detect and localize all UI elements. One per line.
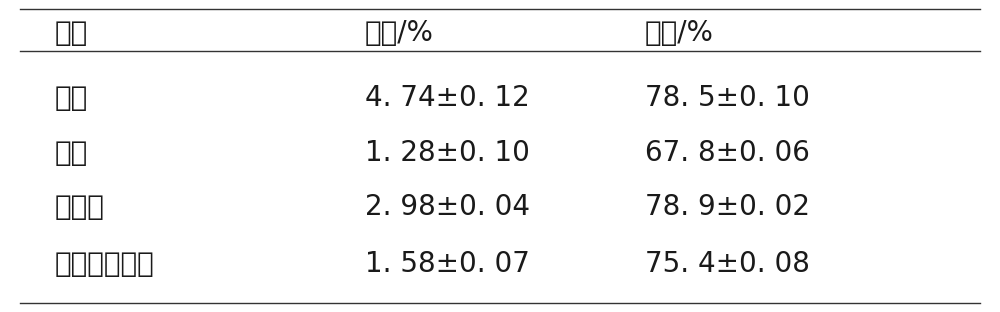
- Text: 78. 9±0. 02: 78. 9±0. 02: [645, 193, 810, 222]
- Text: 蛋白质: 蛋白质: [55, 193, 105, 222]
- Text: 1. 28±0. 10: 1. 28±0. 10: [365, 139, 530, 167]
- Text: 纯度/%: 纯度/%: [645, 19, 714, 47]
- Text: 78. 5±0. 10: 78. 5±0. 10: [645, 84, 810, 112]
- Text: 得率/%: 得率/%: [365, 19, 434, 47]
- Text: 淀粉: 淀粉: [55, 84, 88, 112]
- Text: 75. 4±0. 08: 75. 4±0. 08: [645, 250, 810, 278]
- Text: 4. 74±0. 12: 4. 74±0. 12: [365, 84, 530, 112]
- Text: 2. 98±0. 04: 2. 98±0. 04: [365, 193, 530, 222]
- Text: 67. 8±0. 06: 67. 8±0. 06: [645, 139, 810, 167]
- Text: 阿拉伯木聚糖: 阿拉伯木聚糖: [55, 250, 155, 278]
- Text: 组分: 组分: [55, 19, 88, 47]
- Text: 1. 58±0. 07: 1. 58±0. 07: [365, 250, 530, 278]
- Text: 植酸: 植酸: [55, 139, 88, 167]
